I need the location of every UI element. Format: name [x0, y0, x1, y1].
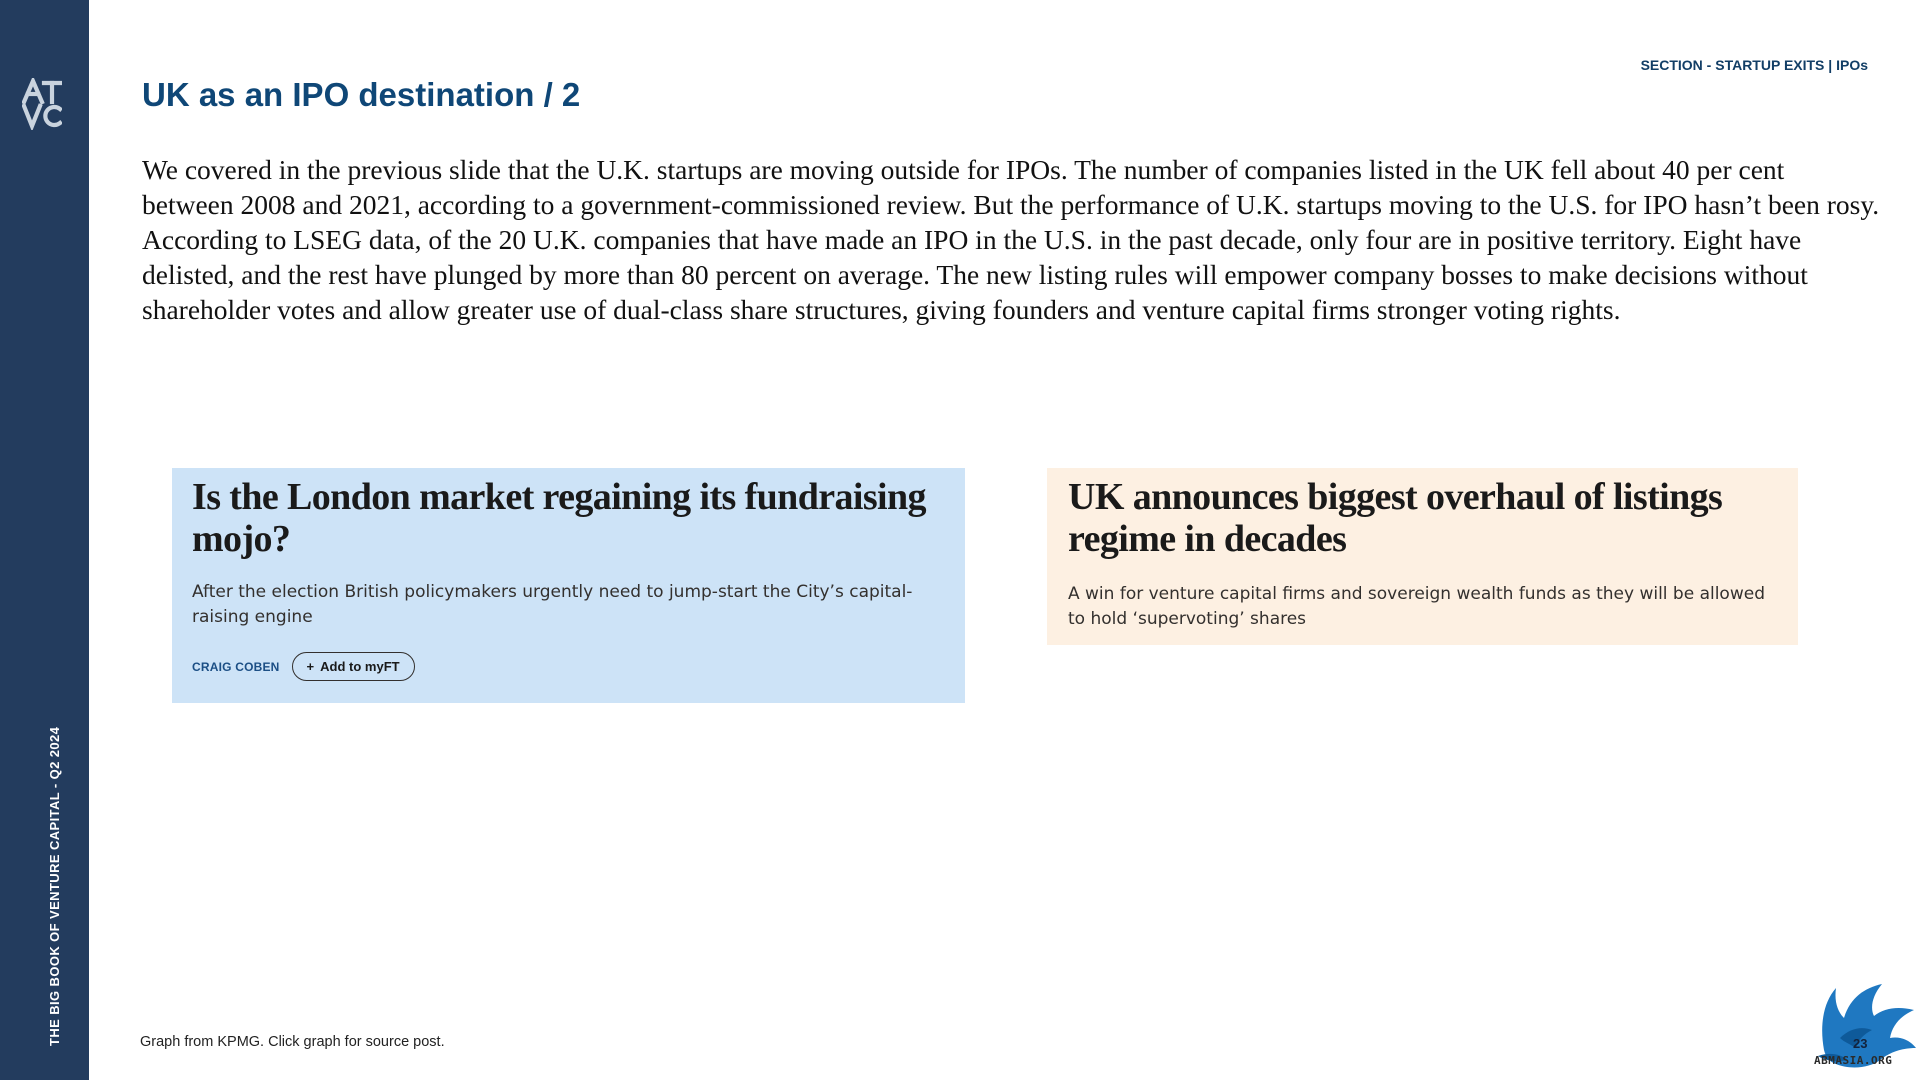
section-label: SECTION - STARTUP EXITS | IPOs	[1640, 57, 1868, 73]
card-headline[interactable]: UK announces biggest overhaul of listing…	[1068, 476, 1723, 560]
eagle-icon	[1818, 984, 1916, 1068]
book-title-vertical: THE BIG BOOK OF VENTURE CAPITAL - Q2 202…	[47, 726, 62, 1046]
sidebar: THE BIG BOOK OF VENTURE CAPITAL - Q2 202…	[0, 0, 89, 1080]
page-title: UK as an IPO destination / 2	[142, 76, 581, 113]
atvc-logo	[22, 78, 62, 130]
card-standfirst: A win for venture capital firms and sove…	[1068, 584, 1765, 629]
article-card-london-market[interactable]: Is the London market regaining its fundr…	[172, 468, 965, 703]
page-number: 23	[1853, 1036, 1868, 1051]
plus-icon: +	[306, 659, 315, 674]
byline-row: CRAIG COBEN + Add to myFT	[192, 652, 945, 681]
card-standfirst: After the election British policymakers …	[192, 582, 913, 627]
article-card-listings-overhaul[interactable]: UK announces biggest overhaul of listing…	[1047, 468, 1798, 645]
add-to-myft-label: Add to myFT	[320, 659, 400, 674]
add-to-myft-button[interactable]: + Add to myFT	[291, 652, 415, 681]
watermark: ABMASIA.ORG	[1814, 1054, 1893, 1067]
author-link[interactable]: CRAIG COBEN	[192, 659, 280, 674]
card-headline[interactable]: Is the London market regaining its fundr…	[192, 476, 927, 560]
source-footnote[interactable]: Graph from KPMG. Click graph for source …	[140, 1034, 445, 1050]
body-paragraph: We covered in the previous slide that th…	[142, 154, 1880, 325]
